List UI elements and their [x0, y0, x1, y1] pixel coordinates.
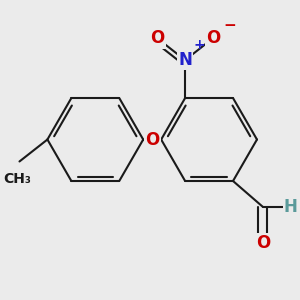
Text: N: N: [178, 51, 192, 69]
Text: O: O: [150, 29, 164, 47]
Text: H: H: [284, 198, 298, 216]
Text: −: −: [224, 18, 236, 33]
Text: O: O: [145, 130, 159, 148]
Text: O: O: [206, 29, 220, 47]
Text: O: O: [256, 234, 270, 252]
Text: CH₃: CH₃: [4, 172, 32, 186]
Text: +: +: [193, 38, 205, 52]
